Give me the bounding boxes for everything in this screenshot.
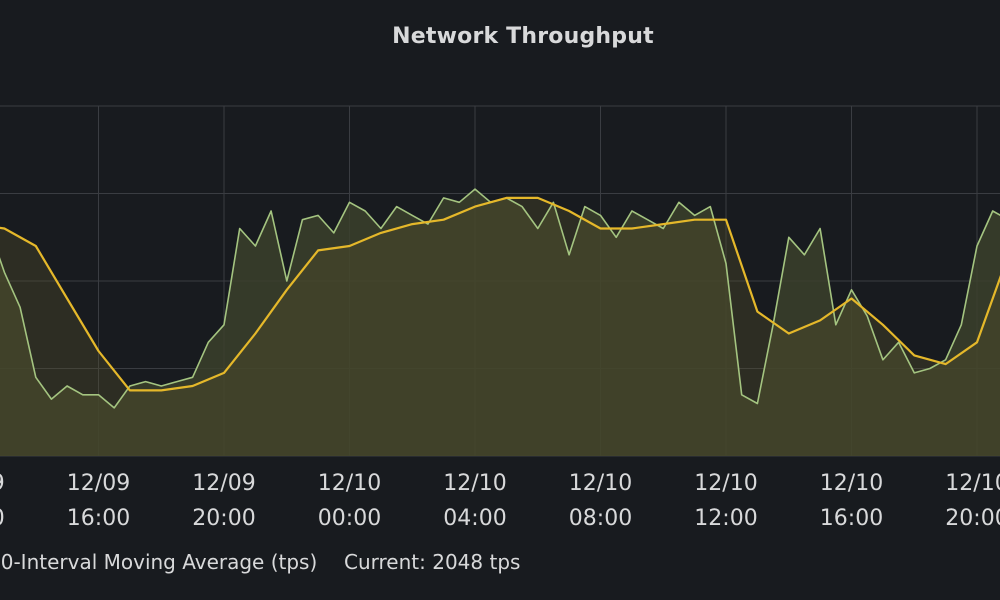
x-tick-label-time: 20:00 bbox=[945, 506, 1000, 531]
x-tick-label-date: 12/10 bbox=[820, 471, 883, 496]
x-tick-label-date: 12/10 bbox=[694, 471, 757, 496]
x-tick-label-date: 12/10 bbox=[443, 471, 506, 496]
average-area-fill bbox=[0, 197, 1000, 456]
x-tick-label-date: 12/10 bbox=[318, 471, 381, 496]
x-tick-label-time: 08:00 bbox=[569, 506, 632, 531]
x-tick-label-date: 12/10 bbox=[569, 471, 632, 496]
legend-current-label: Current: bbox=[344, 550, 426, 574]
x-tick-label-time: 12:00 bbox=[694, 506, 757, 531]
x-tick-label-time: 12:00 bbox=[0, 506, 5, 531]
legend: 30-Interval Moving Average (tps) Current… bbox=[0, 550, 520, 574]
x-tick-label-time: 16:00 bbox=[820, 506, 883, 531]
legend-current-value: 2048 tps bbox=[432, 550, 521, 574]
average-series-line bbox=[0, 196, 1000, 392]
x-tick-label-date: 12/09 bbox=[192, 471, 255, 496]
chart-title: Network Throughput bbox=[392, 24, 654, 49]
series-line-layer bbox=[0, 188, 1000, 409]
x-tick-label-date: 12/09 bbox=[0, 471, 5, 496]
x-tick-label-date: 12/09 bbox=[67, 471, 130, 496]
x-axis-ticks: 12/09 12:00 12/09 16:00 12/09 20:00 12/10 00:00… bbox=[0, 471, 1000, 531]
x-tick-label-date: 12/10 bbox=[945, 471, 1000, 496]
raw-area-fill bbox=[0, 189, 1000, 456]
x-tick-label-time: 00:00 bbox=[318, 506, 381, 531]
legend-series-label: 30-Interval Moving Average (tps) bbox=[0, 550, 318, 574]
x-tick-label-time: 04:00 bbox=[443, 506, 506, 531]
x-tick-label-time: 20:00 bbox=[192, 506, 255, 531]
area-fill-layer bbox=[0, 189, 1000, 456]
x-tick-label-time: 16:00 bbox=[67, 506, 130, 531]
